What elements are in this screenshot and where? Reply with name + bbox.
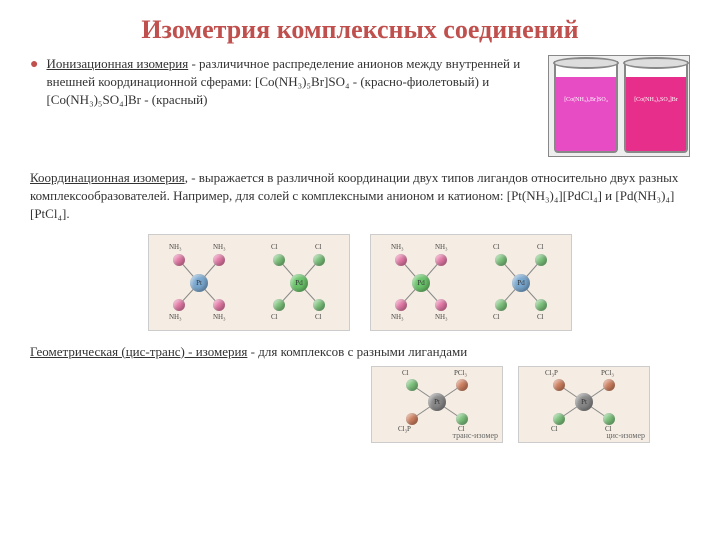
geometric-desc: - для комплексов с разными лигандами	[247, 344, 467, 359]
cl-atom	[495, 254, 507, 266]
pcl3-label: PCl₃	[601, 369, 614, 377]
nh3-label: NH₃	[169, 313, 182, 321]
cl-label: Cl	[551, 425, 558, 433]
coord-diagram-row: Pt NH₃ NH₃ NH₃ NH₃ Pd Cl Cl Cl Cl Pd	[30, 234, 690, 331]
geom-diagram-cis: Pt Cl₃P PCl₃ Cl Cl цис-изомер	[518, 366, 650, 443]
cl-label: Cl	[537, 313, 544, 321]
cl-label: Cl	[537, 243, 544, 251]
cl-atom	[273, 254, 285, 266]
cl-atom	[535, 299, 547, 311]
cl-label: Cl	[315, 313, 322, 321]
cl-label: Cl	[271, 243, 278, 251]
cl-label: Cl	[493, 313, 500, 321]
top-section: ● Ионизационная изомерия - различичное р…	[30, 55, 690, 157]
ionization-block: ● Ионизационная изомерия - различичное р…	[30, 55, 533, 110]
nh3-label: NH₃	[169, 243, 182, 251]
bullet-icon: ●	[30, 57, 38, 73]
center-atom: Pd	[412, 274, 430, 292]
cl-atom	[313, 254, 325, 266]
geom-diagram-row: Pt Cl PCl₃ Cl₃P Cl транс-изомер Pt Cl₃P …	[30, 366, 690, 443]
coordination-label: Координационная изомерия	[30, 170, 185, 185]
nh3-atom	[395, 299, 407, 311]
beaker-rim	[623, 57, 689, 69]
coord-diagram-2: Pd NH₃ NH₃ NH₃ NH₃ Pd Cl Cl Cl Cl	[370, 234, 572, 331]
cl-label: Cl	[315, 243, 322, 251]
beaker-1: [Co(NH₃)₅Br]SO₄	[554, 61, 614, 151]
cl-label: Cl	[271, 313, 278, 321]
nh3-atom	[173, 254, 185, 266]
coord-diagram-1: Pt NH₃ NH₃ NH₃ NH₃ Pd Cl Cl Cl Cl	[148, 234, 350, 331]
nh3-atom	[213, 254, 225, 266]
cl-atom	[313, 299, 325, 311]
center-atom: Pt	[428, 393, 446, 411]
nh3-atom	[395, 254, 407, 266]
beaker-label: [Co(NH₃)₅Br]SO₄	[561, 97, 611, 103]
pcl3-atom	[603, 379, 615, 391]
ionization-text: Ионизационная изомерия - различичное рас…	[46, 55, 533, 110]
cl-atom	[553, 413, 565, 425]
center-atom: Pt	[575, 393, 593, 411]
geometric-text: Геометрическая (цис-транс) - изомерия - …	[30, 343, 690, 361]
cl-atom	[495, 299, 507, 311]
pcl3-atom	[456, 379, 468, 391]
cl-label: Cl	[493, 243, 500, 251]
center-atom: Pt	[190, 274, 208, 292]
coordination-text: Координационная изомерия, - выражается в…	[30, 169, 690, 224]
center-atom: Pd	[290, 274, 308, 292]
nh3-atom	[173, 299, 185, 311]
geometric-label: Геометрическая (цис-транс) - изомерия	[30, 344, 247, 359]
pcl3-atom	[406, 413, 418, 425]
geom-diagram-trans: Pt Cl PCl₃ Cl₃P Cl транс-изомер	[371, 366, 503, 443]
pcl3-atom	[553, 379, 565, 391]
geom-caption: транс-изомер	[453, 431, 499, 440]
nh3-label: NH₃	[391, 313, 404, 321]
beakers-figure: [Co(NH₃)₅Br]SO₄ [Co(NH₃)₅SO₄]Br	[548, 55, 690, 157]
ionization-label: Ионизационная изомерия	[46, 56, 188, 71]
beaker-liquid: [Co(NH₃)₅Br]SO₄	[554, 61, 618, 153]
nh3-atom	[435, 299, 447, 311]
pcl3-label: Cl₃P	[545, 369, 558, 377]
page-title: Изометрия комплексных соединений	[30, 15, 690, 45]
nh3-label: NH₃	[435, 313, 448, 321]
nh3-label: NH₃	[213, 243, 226, 251]
cl-atom	[535, 254, 547, 266]
cl-atom	[273, 299, 285, 311]
nh3-label: NH₃	[213, 313, 226, 321]
pcl3-label: PCl₃	[454, 369, 467, 377]
beaker-liquid: [Co(NH₃)₅SO₄]Br	[624, 61, 688, 153]
pcl3-label: Cl₃P	[398, 425, 411, 433]
cl-atom	[603, 413, 615, 425]
nh3-label: NH₃	[391, 243, 404, 251]
center-atom: Pd	[512, 274, 530, 292]
beaker-2: [Co(NH₃)₅SO₄]Br	[624, 61, 684, 151]
cl-atom	[456, 413, 468, 425]
geom-caption: цис-изомер	[606, 431, 645, 440]
nh3-label: NH₃	[435, 243, 448, 251]
nh3-atom	[435, 254, 447, 266]
cl-label: Cl	[402, 369, 409, 377]
nh3-atom	[213, 299, 225, 311]
beaker-rim	[553, 57, 619, 69]
beaker-label: [Co(NH₃)₅SO₄]Br	[631, 97, 681, 103]
cl-atom	[406, 379, 418, 391]
